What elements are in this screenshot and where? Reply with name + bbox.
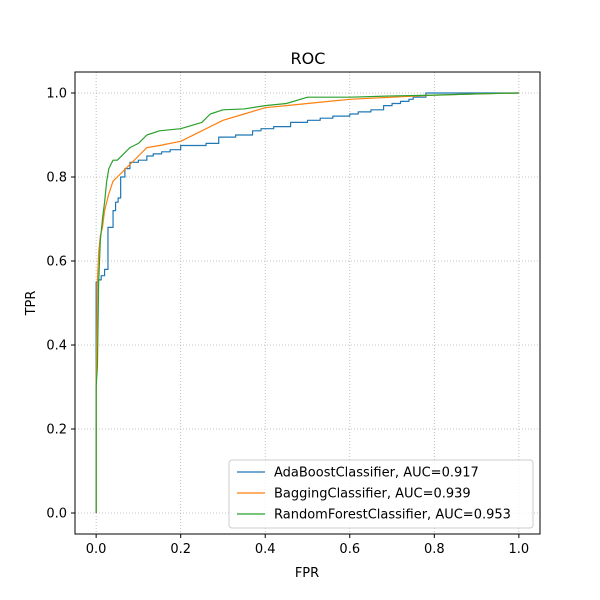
y-tick-label: 0.4 <box>46 339 67 354</box>
y-tick-label: 0.8 <box>46 171 67 186</box>
x-axis: 0.0 0.2 0.4 0.6 0.8 1.0 <box>86 534 529 557</box>
series-line-1 <box>95 92 519 513</box>
plot-frame <box>74 71 541 535</box>
x-tick-label: 1.0 <box>509 542 530 557</box>
series-line-3 <box>95 92 519 513</box>
y-tick-label: 0.0 <box>46 507 67 522</box>
y-axis: 0.0 0.2 0.4 0.6 0.8 1.0 <box>46 87 75 522</box>
x-tick-label: 0.8 <box>424 542 445 557</box>
legend: AdaBoostClassifier, AUC=0.917 BaggingClas… <box>228 459 534 529</box>
y-tick-label: 1.0 <box>46 87 67 102</box>
y-axis-label: TPR <box>24 291 39 317</box>
x-tick-label: 0.4 <box>255 542 276 557</box>
legend-label: AdaBoostClassifier, AUC=0.917 <box>274 466 479 481</box>
y-tick-label: 0.2 <box>46 423 67 438</box>
legend-box <box>228 459 534 529</box>
legend-label: BaggingClassifier, AUC=0.939 <box>274 487 471 502</box>
chart-title: ROC <box>291 49 326 68</box>
series-layer <box>95 92 519 513</box>
legend-label: RandomForestClassifier, AUC=0.953 <box>274 508 511 523</box>
series-line-2 <box>95 92 519 513</box>
y-tick-label: 0.6 <box>46 255 67 270</box>
x-tick-label: 0.2 <box>170 542 191 557</box>
x-tick-label: 0.6 <box>339 542 360 557</box>
x-tick-label: 0.0 <box>86 542 107 557</box>
x-axis-label: FPR <box>295 566 319 581</box>
